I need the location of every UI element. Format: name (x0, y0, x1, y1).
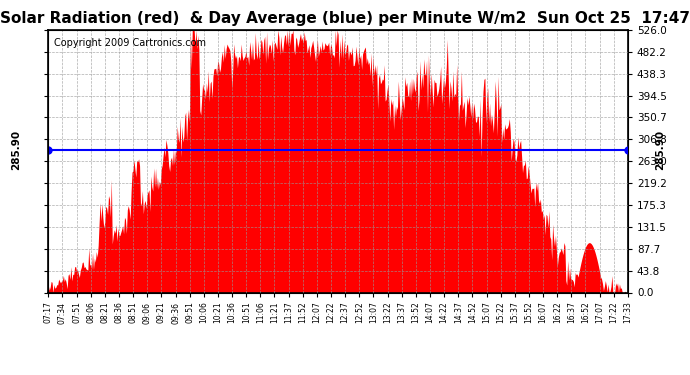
Text: Copyright 2009 Cartronics.com: Copyright 2009 Cartronics.com (54, 38, 206, 48)
Text: 285.90: 285.90 (655, 130, 664, 170)
Text: Solar Radiation (red)  & Day Average (blue) per Minute W/m2  Sun Oct 25  17:47: Solar Radiation (red) & Day Average (blu… (0, 11, 690, 26)
Text: 285.90: 285.90 (12, 130, 21, 170)
